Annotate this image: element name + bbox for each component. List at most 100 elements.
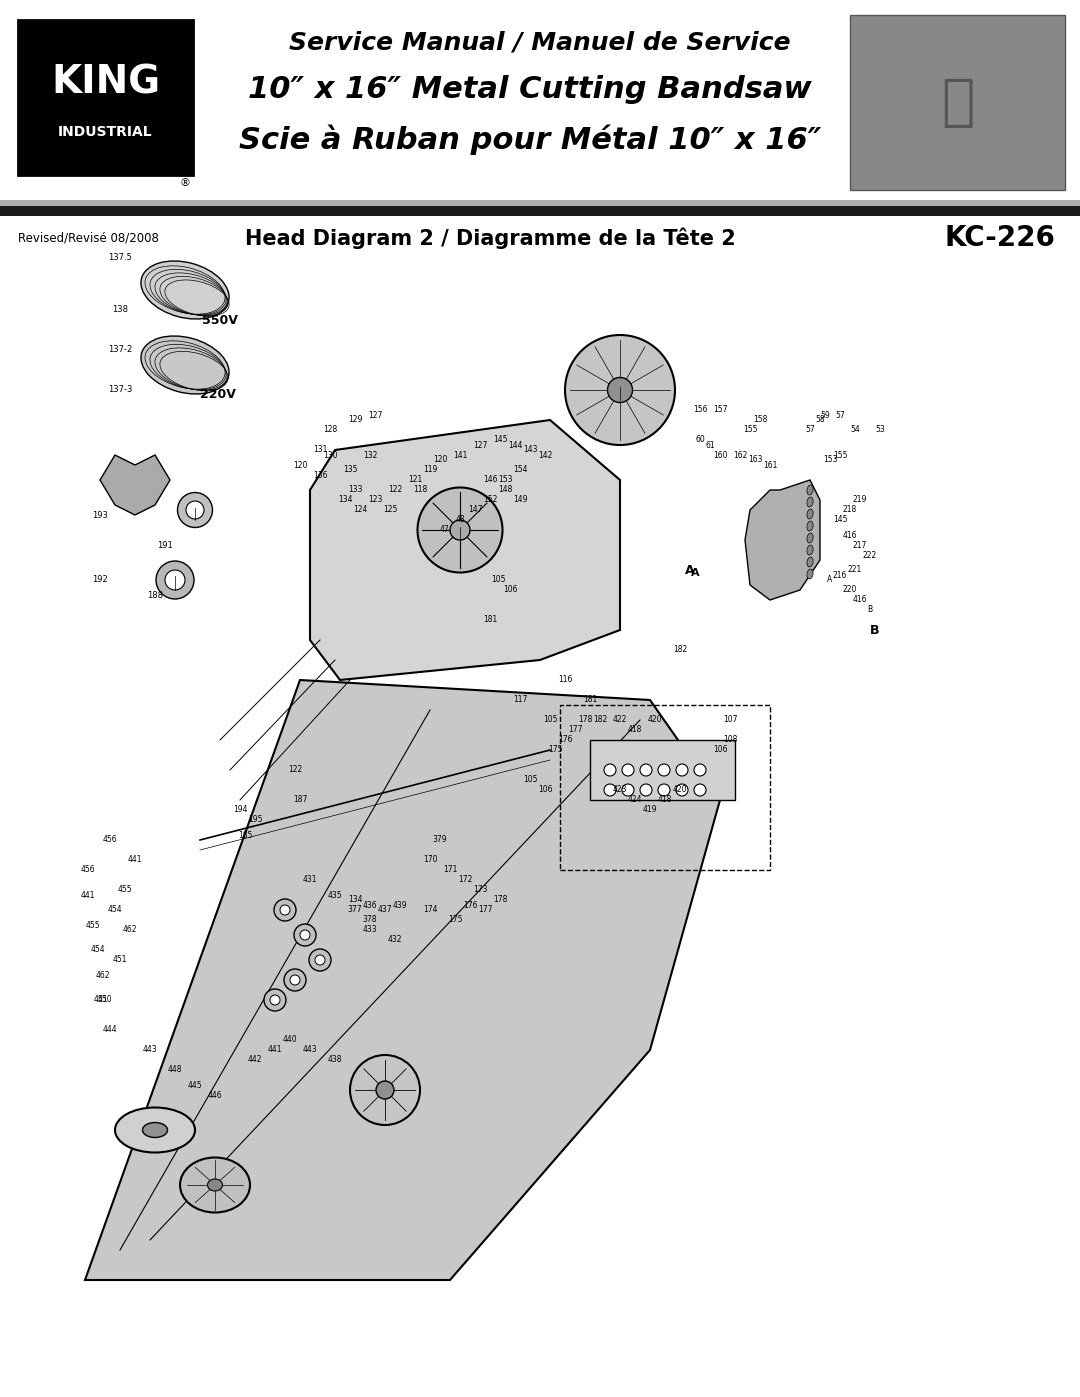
Text: 441: 441 — [127, 855, 143, 865]
Text: 182: 182 — [593, 715, 607, 725]
Text: 423: 423 — [612, 785, 627, 795]
Text: 181: 181 — [583, 696, 597, 704]
Text: 170: 170 — [422, 855, 437, 865]
Text: 173: 173 — [473, 886, 487, 894]
Ellipse shape — [207, 1179, 222, 1192]
Text: 123: 123 — [368, 496, 382, 504]
Text: 58: 58 — [815, 415, 825, 425]
Text: 105: 105 — [543, 715, 557, 725]
Text: 157: 157 — [713, 405, 727, 415]
Text: 160: 160 — [713, 450, 727, 460]
Text: 153: 153 — [498, 475, 512, 485]
Text: 134: 134 — [338, 496, 352, 504]
Text: 177: 177 — [477, 905, 492, 915]
Text: 462: 462 — [123, 925, 137, 935]
Text: 154: 154 — [513, 465, 527, 475]
Text: A: A — [685, 563, 694, 577]
Text: 177: 177 — [568, 725, 582, 735]
Text: 450: 450 — [97, 996, 112, 1004]
Text: 106: 106 — [538, 785, 552, 795]
Text: 54: 54 — [850, 426, 860, 434]
Text: A: A — [827, 576, 833, 584]
Ellipse shape — [350, 1055, 420, 1125]
Ellipse shape — [807, 569, 813, 578]
Text: 445: 445 — [188, 1080, 202, 1090]
Text: 122: 122 — [288, 766, 302, 774]
Text: 185: 185 — [238, 830, 253, 840]
Text: 57: 57 — [835, 411, 845, 419]
Text: 127: 127 — [368, 411, 382, 419]
Text: B: B — [867, 605, 873, 615]
Text: 379: 379 — [433, 835, 447, 845]
Ellipse shape — [807, 497, 813, 507]
Text: 451: 451 — [112, 956, 127, 964]
Text: 216: 216 — [833, 570, 847, 580]
Text: 122: 122 — [388, 486, 402, 495]
Text: 119: 119 — [422, 465, 437, 475]
Ellipse shape — [309, 949, 330, 971]
Text: 105: 105 — [490, 576, 505, 584]
Ellipse shape — [450, 520, 470, 541]
Text: 137-2: 137-2 — [108, 345, 132, 355]
Text: Revised/Revisé 08/2008: Revised/Revisé 08/2008 — [18, 232, 159, 244]
Text: Head Diagram 2 / Diagramme de la Tête 2: Head Diagram 2 / Diagramme de la Tête 2 — [245, 228, 735, 249]
Text: 138: 138 — [112, 306, 129, 314]
Ellipse shape — [807, 534, 813, 543]
Ellipse shape — [315, 956, 325, 965]
Text: 59: 59 — [820, 411, 829, 419]
Text: 550V: 550V — [202, 313, 238, 327]
Text: 416: 416 — [842, 531, 858, 539]
Circle shape — [658, 784, 670, 796]
Bar — [561, 705, 770, 870]
Text: 48: 48 — [455, 515, 464, 524]
Ellipse shape — [807, 557, 813, 567]
Ellipse shape — [274, 900, 296, 921]
Text: 133: 133 — [348, 486, 362, 495]
Text: 222: 222 — [863, 550, 877, 560]
Text: 161: 161 — [762, 461, 778, 469]
Text: 420: 420 — [673, 785, 687, 795]
Polygon shape — [85, 680, 720, 1280]
Text: 439: 439 — [393, 901, 407, 909]
Text: 156: 156 — [692, 405, 707, 415]
Ellipse shape — [294, 923, 316, 946]
Bar — [0, 205, 1080, 217]
Ellipse shape — [114, 1108, 195, 1153]
Text: 148: 148 — [498, 486, 512, 495]
Text: A: A — [691, 569, 700, 578]
Circle shape — [676, 764, 688, 775]
Ellipse shape — [143, 1123, 167, 1137]
Text: 188: 188 — [147, 591, 163, 599]
Text: 134: 134 — [348, 895, 362, 904]
Ellipse shape — [264, 989, 286, 1011]
Text: 193: 193 — [92, 510, 108, 520]
Text: 137.5: 137.5 — [108, 253, 132, 263]
Text: 116: 116 — [557, 676, 572, 685]
Circle shape — [604, 784, 616, 796]
Text: 418: 418 — [627, 725, 643, 735]
Text: 443: 443 — [302, 1045, 318, 1055]
Text: 106: 106 — [713, 746, 727, 754]
Ellipse shape — [291, 975, 300, 985]
Text: 187: 187 — [293, 795, 307, 805]
Text: 53: 53 — [875, 426, 885, 434]
Text: 446: 446 — [207, 1091, 222, 1099]
Text: 435: 435 — [327, 890, 342, 900]
Ellipse shape — [418, 488, 502, 573]
Text: 220: 220 — [842, 585, 858, 595]
Ellipse shape — [165, 570, 185, 590]
Ellipse shape — [807, 521, 813, 531]
Text: 129: 129 — [348, 415, 362, 425]
Circle shape — [694, 764, 706, 775]
Text: 424: 424 — [627, 795, 643, 805]
Text: 106: 106 — [503, 585, 517, 595]
Text: 61: 61 — [705, 440, 715, 450]
Text: 135: 135 — [342, 465, 357, 475]
Text: 158: 158 — [753, 415, 767, 425]
Text: 105: 105 — [523, 775, 537, 785]
Ellipse shape — [141, 337, 229, 394]
Ellipse shape — [607, 377, 633, 402]
Text: 433: 433 — [363, 925, 377, 935]
Ellipse shape — [807, 509, 813, 518]
Text: 217: 217 — [853, 541, 867, 549]
